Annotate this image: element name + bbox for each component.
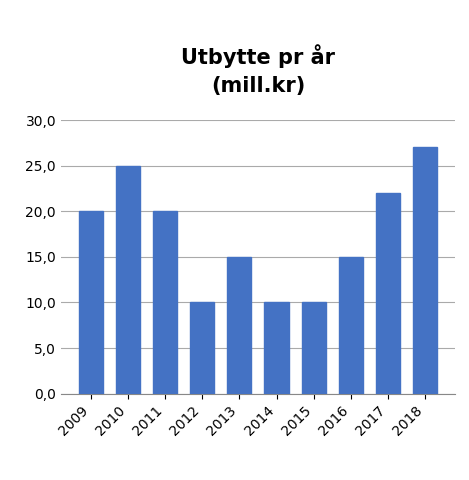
Bar	[302, 302, 325, 394]
Bar	[153, 211, 177, 394]
Bar	[265, 302, 288, 394]
Bar	[79, 211, 103, 394]
Title: Utbytte pr år
(mill.kr): Utbytte pr år (mill.kr)	[181, 44, 335, 96]
Bar	[227, 257, 251, 394]
Bar	[190, 302, 214, 394]
Bar	[116, 166, 140, 394]
Bar	[376, 193, 400, 394]
Bar	[339, 257, 363, 394]
Bar	[413, 147, 437, 394]
